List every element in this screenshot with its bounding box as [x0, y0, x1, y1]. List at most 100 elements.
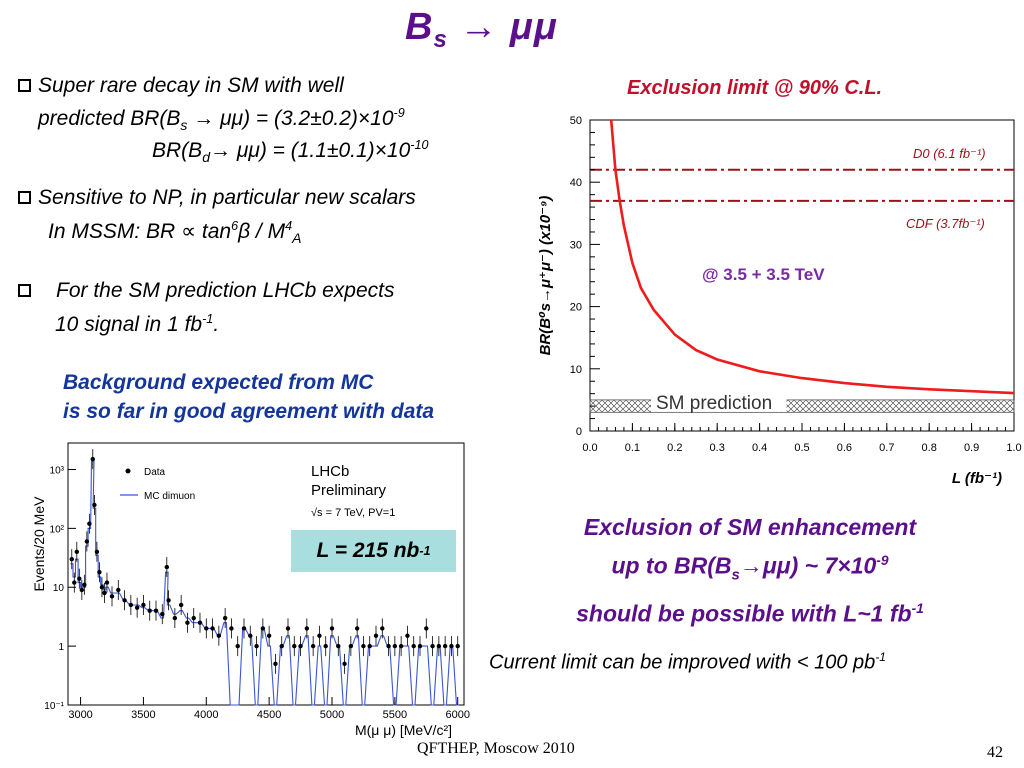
bullet-new-physics-line2: In MSSM: BR ∝ tan6β / M4A	[48, 219, 302, 247]
x-tick-label: 0.5	[794, 442, 809, 454]
data-point	[285, 626, 291, 631]
data-point	[166, 598, 171, 603]
y-tick-label: 50	[570, 115, 582, 127]
x-tick-label: 0.6	[837, 442, 852, 454]
data-point	[87, 521, 92, 526]
y-tick-label: 10	[570, 364, 582, 376]
data-point	[273, 661, 278, 667]
x-tick-label: 4500	[257, 709, 281, 721]
x-tick-label: 3000	[68, 709, 92, 721]
data-point	[79, 587, 85, 593]
data-point	[411, 643, 416, 649]
background-note: Background expected from MC is so far in…	[63, 371, 435, 423]
data-point	[185, 620, 190, 625]
x-axis-label: M(μ μ) [MeV/c²]	[355, 722, 452, 738]
mass-spectrum-chart: 3000 3500 4000 4500 5000 5500 6000 10⁻¹ 1 10 10² 10…	[31, 442, 470, 738]
x-tick-label: 1.0	[1006, 442, 1021, 454]
data-point	[210, 626, 215, 631]
data-point	[74, 549, 79, 555]
bullet-rare-decay-line2: predicted BR(Bs → μμ) = (3.2±0.2)×10-9	[38, 106, 405, 134]
checkbox-bullet-icon	[18, 79, 31, 92]
y-axis-label: BR(B⁰s→μ⁺μ⁻) (x10⁻⁹)	[537, 196, 554, 356]
bullet-lhcb-expectation-line2: 10 signal in 1 fb-1.	[55, 312, 220, 336]
data-point	[317, 633, 322, 638]
y-tick-label: 30	[570, 239, 582, 251]
y-tick-label: 10⁻¹	[44, 701, 64, 712]
data-point	[69, 556, 74, 562]
data-point	[342, 661, 347, 667]
data-point	[241, 626, 247, 631]
data-point	[361, 643, 366, 649]
data-point	[77, 576, 82, 581]
data-point	[90, 456, 95, 462]
data-point	[417, 643, 423, 649]
energy-annotation: @ 3.5 + 3.5 TeV	[702, 265, 825, 284]
data-point	[99, 585, 105, 590]
data-point	[336, 643, 341, 649]
y-tick-label: 1	[58, 642, 64, 653]
data-point	[436, 643, 442, 649]
x-tick-label: 0.3	[710, 442, 725, 454]
data-point	[304, 626, 310, 631]
data-point	[380, 626, 385, 631]
x-tick-label: 4000	[194, 709, 218, 721]
data-point	[216, 633, 222, 638]
conclusion-text: Exclusion of SM enhancement up to BR(Bs→…	[576, 514, 924, 627]
data-point	[392, 643, 398, 649]
data-point	[109, 594, 115, 599]
limit-label: D0 (6.1 fb⁻¹)	[913, 146, 986, 161]
data-point	[116, 587, 121, 593]
data-point	[94, 549, 100, 555]
data-point	[248, 633, 253, 638]
data-point	[348, 643, 354, 649]
x-tick-label: 0.8	[922, 442, 937, 454]
energy-label: √s = 7 TeV, PV=1	[311, 507, 395, 519]
bullet-rare-decay: Super rare decay in SM with well	[18, 73, 344, 98]
x-tick-label: 0.9	[964, 442, 979, 454]
data-point	[292, 643, 297, 649]
data-point	[310, 643, 316, 649]
checkbox-bullet-icon	[18, 284, 31, 297]
sm-label-bg	[651, 391, 787, 412]
current-limit-note: Current limit can be improved with < 100…	[489, 650, 886, 674]
data-point	[191, 615, 196, 621]
limit-label: CDF (3.7fb⁻¹)	[906, 216, 985, 231]
data-point	[102, 590, 107, 596]
x-tick-label: 6000	[445, 709, 469, 721]
data-point	[323, 643, 328, 649]
checkbox-bullet-icon	[18, 191, 31, 204]
y-tick-label: 10²	[50, 524, 65, 535]
data-point	[386, 643, 391, 649]
footer-conference: QFTHEP, Moscow 2010	[417, 740, 575, 757]
data-point	[122, 598, 127, 603]
x-tick-label: 5000	[320, 709, 344, 721]
y-tick-label: 40	[570, 177, 582, 189]
plot-frame	[67, 442, 465, 706]
data-point	[354, 626, 360, 631]
y-tick-label: 0	[576, 426, 582, 438]
data-point	[373, 633, 379, 638]
legend-data-label: Data	[144, 467, 166, 478]
data-point	[160, 611, 165, 617]
y-tick-label: 10	[53, 583, 65, 594]
bullet-new-physics: Sensitive to NP, in particular new scala…	[18, 185, 416, 210]
data-point	[172, 615, 178, 621]
x-tick-label: 0.4	[752, 442, 767, 454]
mc-dimuon-histogram	[70, 460, 459, 706]
data-point	[141, 602, 146, 608]
data-point	[405, 633, 410, 638]
legend-data-marker	[125, 468, 131, 474]
x-axis-label: L (fb⁻¹)	[952, 470, 1002, 487]
data-point	[449, 643, 454, 649]
x-tick-label: 0.0	[582, 442, 597, 454]
data-point	[254, 643, 259, 649]
data-point	[147, 608, 152, 613]
sm-prediction-label: SM prediction	[656, 393, 772, 414]
data-point	[178, 602, 184, 608]
data-point	[442, 643, 448, 649]
lhcb-label: LHCb	[311, 463, 349, 480]
data-point	[430, 643, 435, 649]
data-point	[398, 643, 404, 649]
data-point	[92, 502, 97, 508]
data-point	[72, 580, 77, 585]
